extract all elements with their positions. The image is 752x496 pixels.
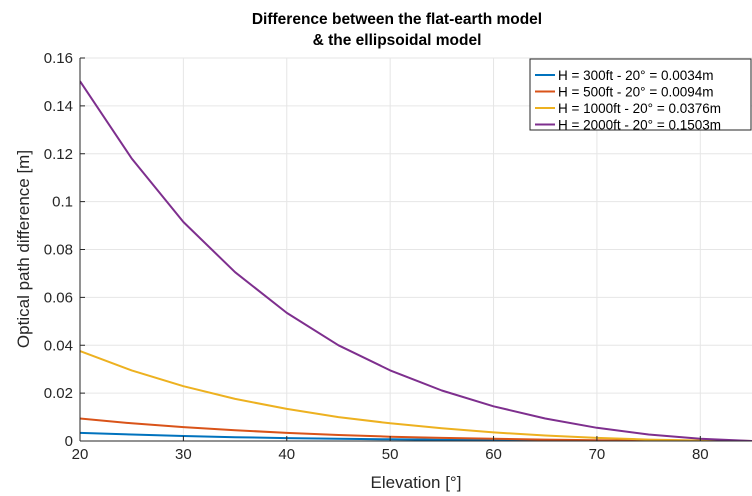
grid bbox=[80, 57, 752, 441]
y-tick-label: 0.12 bbox=[44, 146, 73, 163]
x-axis-label: Elevation [°] bbox=[371, 473, 462, 492]
x-tick-label: 20 bbox=[72, 446, 89, 463]
legend-label-3: H = 1000ft - 20° = 0.0376m bbox=[558, 101, 721, 116]
x-tick-label: 50 bbox=[382, 446, 399, 463]
y-tick-label: 0.04 bbox=[44, 337, 73, 354]
series-line-2 bbox=[80, 417, 752, 441]
y-tick-label: 0.06 bbox=[44, 289, 73, 306]
y-tick-label: 0 bbox=[65, 433, 73, 450]
x-tick-label: 80 bbox=[692, 446, 709, 463]
legend-label-1: H = 300ft - 20° = 0.0034m bbox=[558, 68, 714, 83]
chart-title-line-2: & the ellipsoidal model bbox=[313, 32, 482, 49]
x-tick-label: 60 bbox=[485, 446, 502, 463]
y-ticks: 0 0.02 0.04 0.06 0.08 0.1 0.12 0.14 0.16 bbox=[44, 50, 85, 450]
legend-label-4: H = 2000ft - 20° = 0.1503m bbox=[558, 118, 721, 133]
x-ticks: 20 30 40 50 60 70 80 bbox=[72, 436, 709, 463]
y-tick-label: 0.14 bbox=[44, 98, 73, 115]
legend: H = 300ft - 20° = 0.0034m H = 500ft - 20°… bbox=[529, 58, 752, 133]
series-line-4 bbox=[80, 80, 752, 441]
y-tick-label: 0.02 bbox=[44, 385, 73, 402]
y-tick-label: 0.16 bbox=[44, 50, 73, 67]
x-tick-label: 30 bbox=[175, 446, 192, 463]
x-tick-label: 40 bbox=[278, 446, 295, 463]
chart-title-line-1: Difference between the flat-earth model bbox=[252, 11, 542, 28]
y-tick-label: 0.08 bbox=[44, 242, 73, 259]
legend-label-2: H = 500ft - 20° = 0.0094m bbox=[558, 85, 714, 100]
y-axis-label: Optical path difference [m] bbox=[14, 150, 33, 348]
x-tick-label: 70 bbox=[589, 446, 606, 463]
legend-box bbox=[529, 58, 752, 131]
series-line-3 bbox=[80, 350, 752, 441]
y-tick-label: 0.1 bbox=[52, 194, 73, 211]
